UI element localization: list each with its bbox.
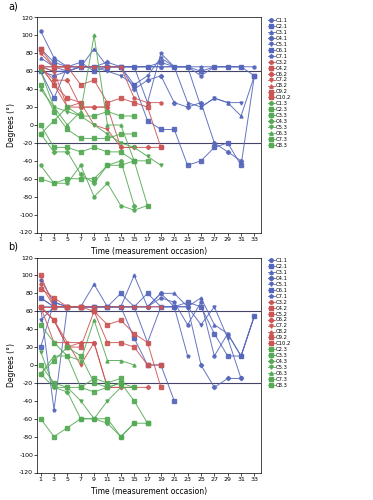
Legend: C1.1, C2.1, C3.1, C4.1, C5.1, C6.1, C7.1, C3.2, C4.2, C5.2, C6.2, C7.2, C8.2, C9: C1.1, C2.1, C3.1, C4.1, C5.1, C6.1, C7.1… bbox=[268, 258, 292, 388]
X-axis label: Time (measurement occasion): Time (measurement occasion) bbox=[91, 487, 207, 496]
Text: b): b) bbox=[8, 241, 18, 251]
Text: a): a) bbox=[8, 1, 18, 11]
Y-axis label: Degrees (°): Degrees (°) bbox=[7, 343, 16, 387]
Y-axis label: Degrees (°): Degrees (°) bbox=[7, 103, 16, 147]
Legend: C1.1, C2.1, C3.1, C4.1, C5.1, C6.1, C7.1, C3.2, C4.2, C6.2, C7.2, C8.2, C9.2, C1: C1.1, C2.1, C3.1, C4.1, C5.1, C6.1, C7.1… bbox=[268, 18, 292, 148]
X-axis label: Time (measurement occasion): Time (measurement occasion) bbox=[91, 247, 207, 256]
